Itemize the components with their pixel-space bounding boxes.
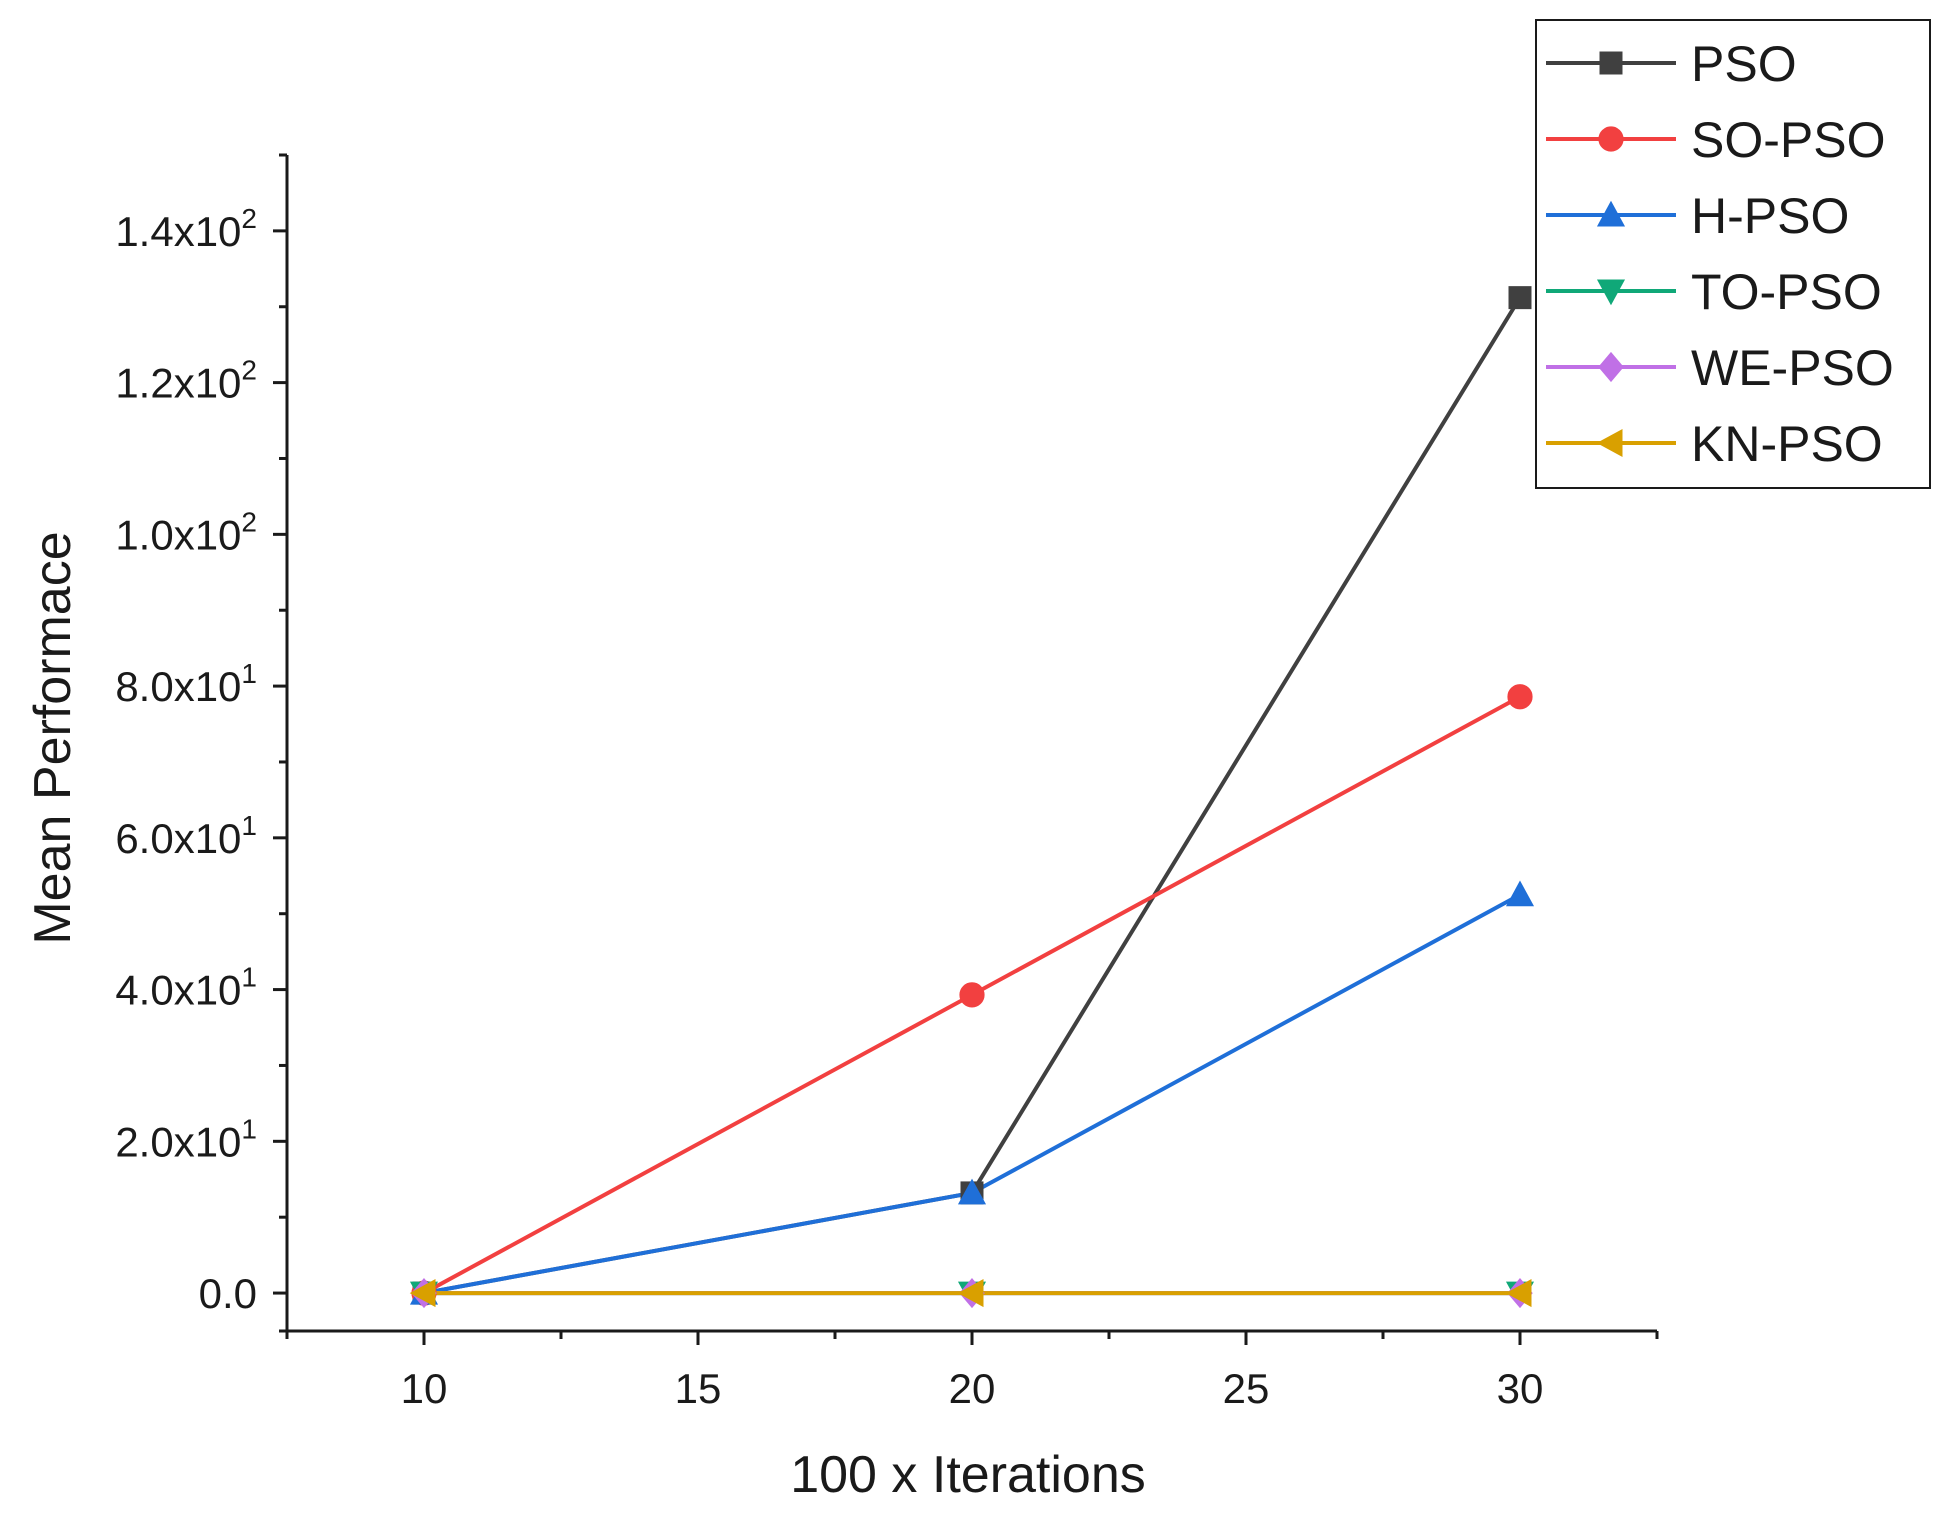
y-tick-label: 8.0x101	[115, 658, 257, 710]
data-point-so-pso	[1507, 684, 1533, 710]
data-point-h-pso	[1505, 880, 1535, 907]
x-tick-label: 25	[1223, 1365, 1270, 1412]
x-tick-label: 10	[401, 1365, 448, 1412]
data-point-h-pso	[957, 1178, 987, 1205]
x-tick-label: 20	[949, 1365, 996, 1412]
legend-marker-we-pso	[1598, 351, 1624, 383]
data-point-kn-pso	[957, 1279, 984, 1308]
legend: PSO SO-PSO H-PSO TO-PSO WE-PSO KN-PSO	[1535, 19, 1931, 489]
y-tick-label: 1.0x102	[115, 506, 257, 558]
legend-label-to-pso: TO-PSO	[1691, 264, 1882, 320]
y-tick-label: 0.0	[199, 1270, 257, 1317]
y-tick-label: 6.0x101	[115, 810, 257, 862]
y-tick-label: 1.4x102	[115, 203, 257, 255]
data-point-kn-pso	[409, 1279, 436, 1308]
x-axis-label: 100 x Iterations	[790, 1446, 1146, 1504]
series-group	[409, 286, 1535, 1309]
legend-label-we-pso: WE-PSO	[1691, 340, 1894, 396]
legend-marker-kn-pso	[1596, 428, 1623, 458]
y-tick-label: 4.0x101	[115, 962, 257, 1014]
series-line-h-pso	[423, 892, 1521, 1296]
legend-box	[1535, 19, 1931, 489]
legend-label-pso: PSO	[1691, 36, 1797, 92]
x-tick-label: 30	[1497, 1365, 1544, 1412]
x-tick-label: 15	[675, 1365, 722, 1412]
y-tick-label: 2.0x101	[115, 1113, 257, 1165]
y-tick-label: 1.2x102	[115, 355, 257, 407]
legend-marker-pso	[1599, 51, 1623, 75]
axes: 0.0 2.0x101 4.0x101 6.0x101 8.0x101 1.0x102 1.…	[115, 153, 1659, 1412]
data-point-pso	[1508, 286, 1532, 310]
legend-marker-to-pso	[1596, 279, 1626, 306]
data-point-so-pso	[959, 982, 985, 1008]
legend-label-kn-pso: KN-PSO	[1691, 416, 1883, 472]
legend-marker-so-pso	[1598, 126, 1624, 152]
legend-label-so-pso: SO-PSO	[1691, 112, 1885, 168]
legend-label-h-pso: H-PSO	[1691, 188, 1849, 244]
y-axis-label: Mean Performace	[24, 531, 82, 944]
data-point-kn-pso	[1505, 1279, 1532, 1308]
legend-marker-h-pso	[1596, 200, 1626, 227]
series-line-pso	[423, 296, 1522, 1296]
